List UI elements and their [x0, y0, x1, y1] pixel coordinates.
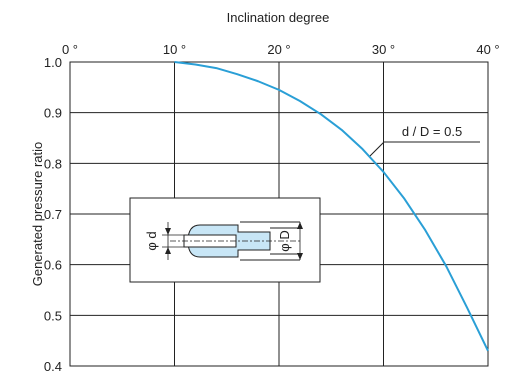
x-tick-label: 20 ° [267, 42, 290, 57]
x-axis-title: Inclination degree [227, 10, 330, 25]
x-tick-labels: 0 ° 10 ° 20 ° 30 ° 40 ° [62, 42, 500, 57]
annotation-label: d / D = 0.5 [402, 124, 462, 139]
x-tick-label: 10 ° [163, 42, 186, 57]
y-tick-label: 0.9 [44, 106, 62, 121]
annotation-leader [369, 141, 385, 157]
y-tick-label: 1.0 [44, 55, 62, 70]
y-axis-title: Generated pressure ratio [30, 142, 45, 287]
series-layer [174, 61, 489, 352]
y-tick-label: 0.7 [44, 207, 62, 222]
label-small-diameter: φ d [144, 231, 159, 250]
y-tick-labels: 1.0 0.9 0.8 0.7 0.6 0.5 0.4 [44, 55, 62, 372]
y-tick-label: 0.8 [44, 156, 62, 171]
y-tick-label: 0.4 [44, 359, 62, 372]
plot-frame [69, 61, 489, 367]
label-large-diameter: φ D [277, 230, 292, 251]
dim-D-arrowhead-bottom [297, 253, 303, 260]
x-tick-label: 0 ° [62, 42, 78, 57]
x-tick-label: 30 ° [372, 42, 395, 57]
series-line [174, 61, 489, 352]
x-tick-label: 40 ° [476, 42, 499, 57]
dim-D-arrowhead-top [297, 222, 303, 229]
inset-diagram: φ d φ D [129, 197, 321, 283]
dim-d-arrowhead-top [165, 228, 171, 235]
y-tick-label: 0.5 [44, 308, 62, 323]
y-tick-label: 0.6 [44, 258, 62, 273]
dim-d-arrowhead-bottom [165, 247, 171, 254]
